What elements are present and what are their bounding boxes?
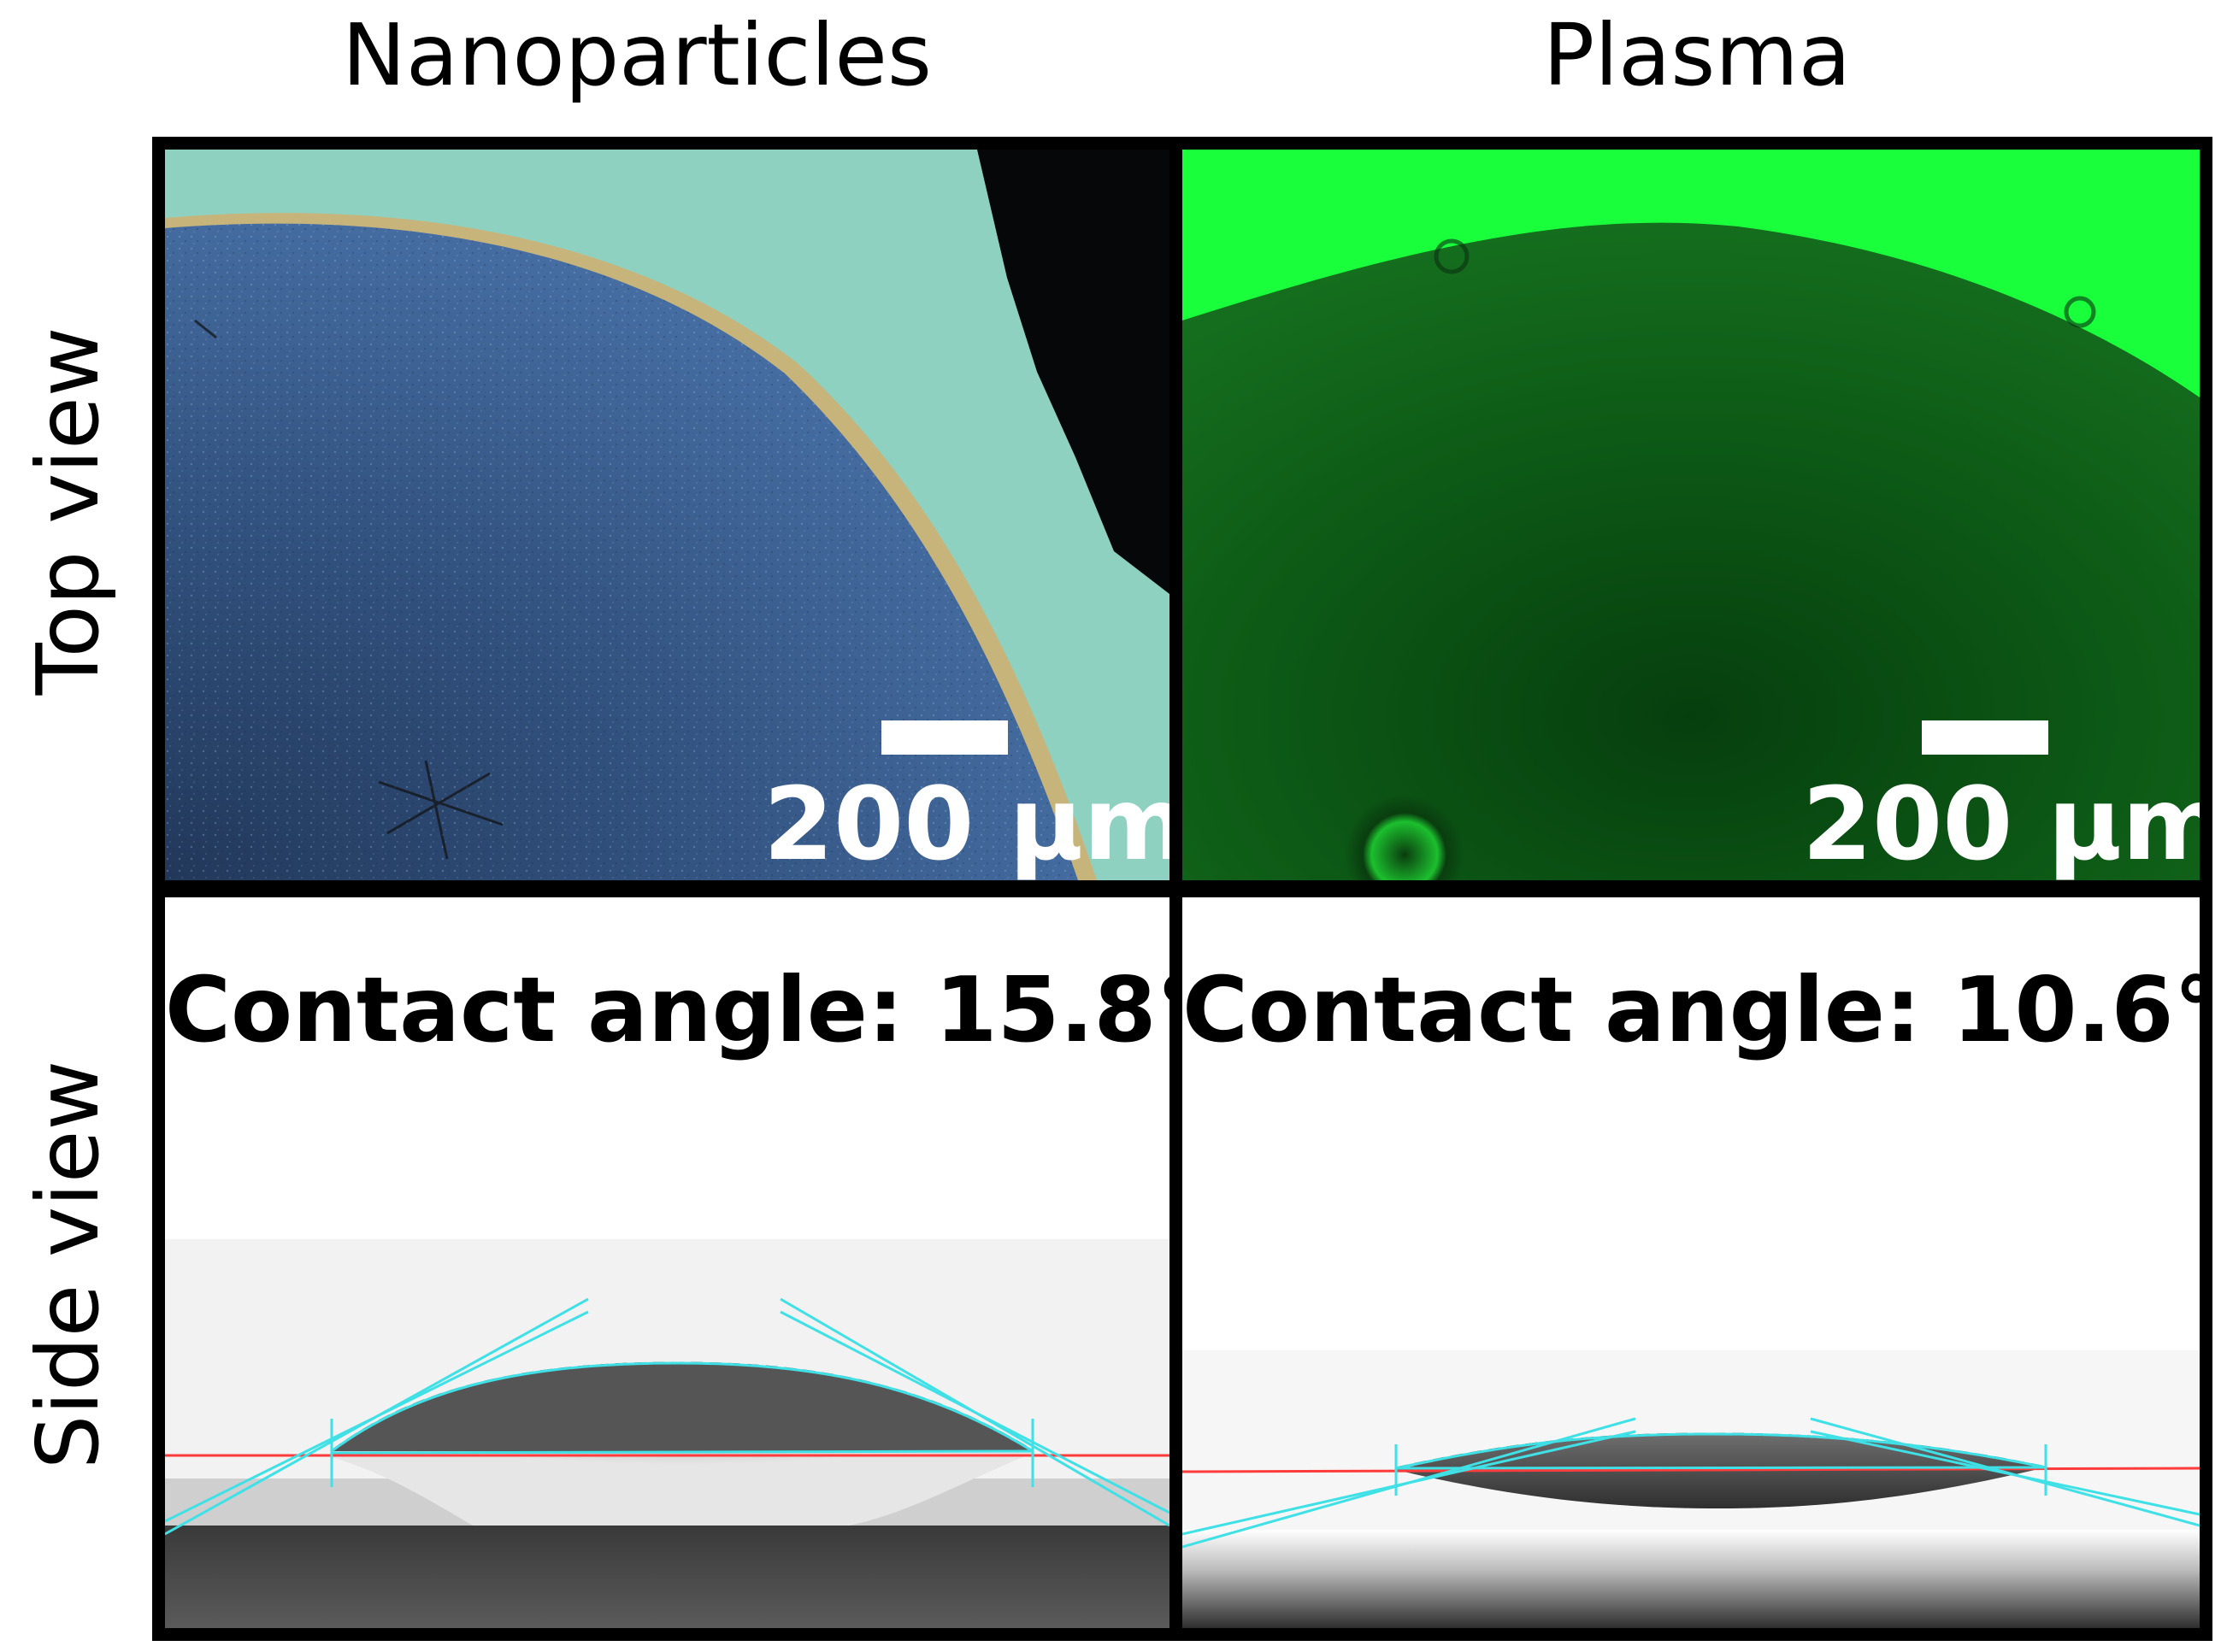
scale-bar-label: 200 µm <box>1802 765 2200 880</box>
droplet-profile-nanoparticles <box>165 897 1169 1628</box>
panel-nanoparticles-top-view: 200 µm <box>165 150 1169 880</box>
figure-frame: 200 µm 20 <box>152 137 2212 1641</box>
column-title-nanoparticles: Nanoparticles <box>342 5 932 105</box>
panel-nanoparticles-side-view: Contact angle: 15.8° <box>165 897 1169 1628</box>
scale-bar <box>1922 720 2048 755</box>
panel-plasma-side-view: Contact angle: 10.6° <box>1182 897 2200 1628</box>
micrograph-nanoparticles <box>165 150 1169 880</box>
row-title-top-view: Top view <box>18 326 118 696</box>
scale-bar-label: 200 µm <box>763 765 1169 880</box>
micrograph-plasma <box>1182 150 2200 880</box>
row-title-side-view: Side view <box>18 1060 118 1470</box>
panel-plasma-top-view: 200 µm <box>1182 150 2200 880</box>
contact-angle-label: Contact angle: 10.6° <box>1182 958 2200 1062</box>
contact-angle-label: Contact angle: 15.8° <box>165 958 1169 1062</box>
scale-bar <box>881 720 1008 755</box>
droplet-profile-plasma <box>1182 897 2200 1628</box>
column-title-plasma: Plasma <box>1542 5 1852 105</box>
